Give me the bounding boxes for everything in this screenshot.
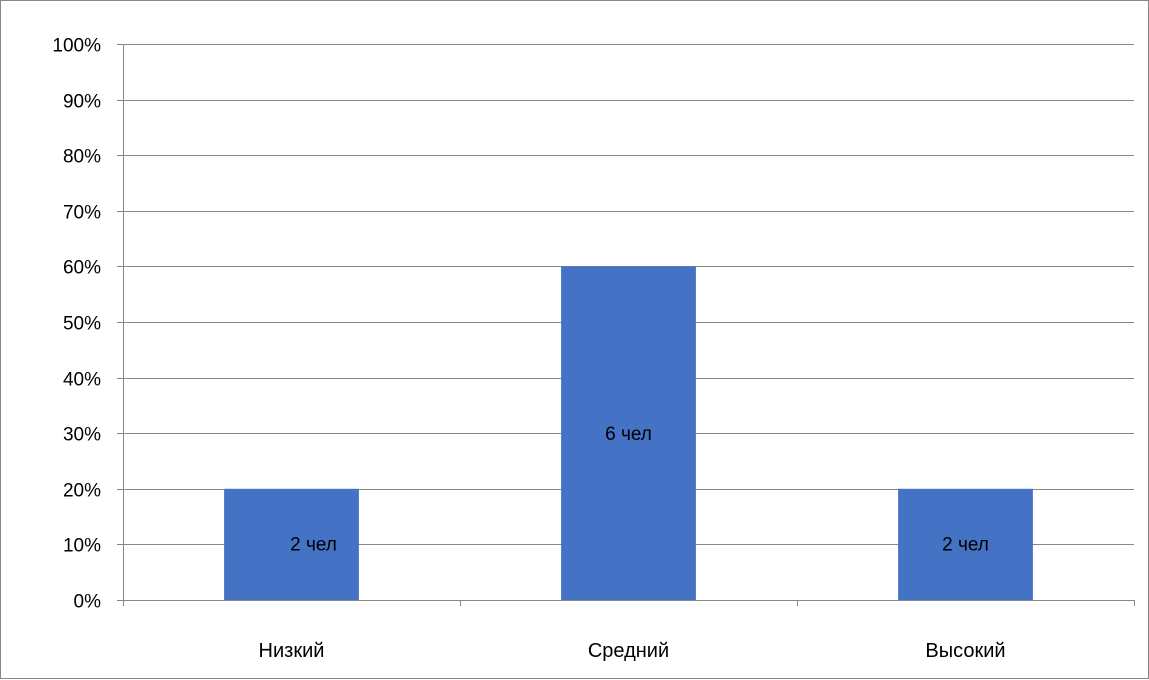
y-tick-label: 20% (63, 481, 101, 502)
data-label: 6 чел (605, 424, 652, 445)
bars (224, 266, 1033, 600)
bar (561, 266, 696, 600)
data-labels: 2 чел 6 чел 2 чел (290, 424, 989, 555)
y-tick-label: 100% (52, 36, 101, 57)
x-axis-tick-labels: Низкий Средний Высокий (259, 640, 1006, 662)
y-axis-tick-labels: 0% 10% 20% 30% 40% 50% 60% 70% 80% 90% 100% (52, 36, 101, 613)
y-tick-label: 10% (63, 536, 101, 557)
data-label: 2 чел (942, 534, 989, 555)
bar (224, 488, 359, 600)
y-tick-label: 30% (63, 425, 101, 446)
x-tick-label: Высокий (925, 640, 1005, 662)
x-tick-label: Средний (588, 640, 669, 662)
y-tick-label: 40% (63, 370, 101, 391)
y-tick-label: 50% (63, 314, 101, 335)
bar (898, 488, 1033, 600)
y-tick-label: 90% (63, 92, 101, 113)
y-tick-label: 70% (63, 203, 101, 224)
y-tick-label: 80% (63, 147, 101, 168)
x-tick-label: Низкий (259, 640, 325, 662)
y-tick-label: 0% (74, 592, 102, 613)
x-axis (123, 600, 1135, 606)
y-tick-label: 60% (63, 258, 101, 279)
data-label: 2 чел (290, 534, 337, 555)
